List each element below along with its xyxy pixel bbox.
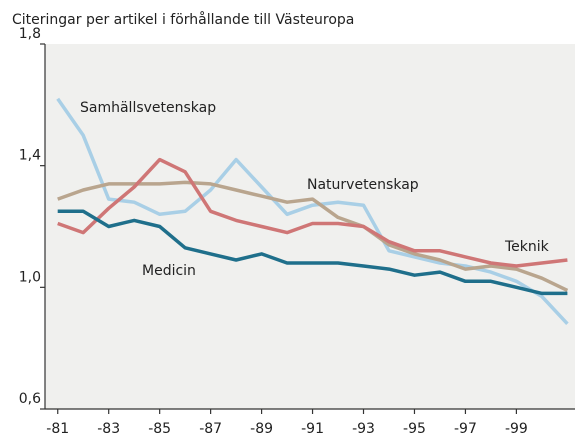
series-label: Medicin — [142, 263, 196, 279]
chart-title: Citeringar per artikel i förhållande til… — [12, 11, 354, 28]
x-tick-label: -91 — [301, 421, 324, 437]
y-tick-label: 0,6 — [19, 391, 41, 407]
x-tick-label: -93 — [352, 421, 375, 437]
series-line — [57, 157, 568, 268]
x-tick-label: -99 — [505, 421, 528, 437]
y-tick-label: 1,8 — [19, 26, 41, 42]
series-line — [57, 209, 568, 296]
series-label: Naturvetenskap — [307, 177, 419, 193]
x-tick-label: -95 — [403, 421, 426, 437]
series-line — [56, 97, 569, 325]
x-tick-label: -97 — [454, 421, 477, 437]
x-tick-label: -89 — [250, 421, 273, 437]
x-tick-label: -81 — [46, 421, 69, 437]
y-tick-label: 1,4 — [19, 148, 41, 164]
series-label: Samhällsvetenskap — [80, 100, 216, 116]
series-line — [57, 180, 569, 292]
x-tick-label: -87 — [199, 421, 222, 437]
plot-area — [45, 44, 575, 409]
x-tick-label: -83 — [97, 421, 120, 437]
x-tick-label: -85 — [148, 421, 171, 437]
series-label: Teknik — [504, 239, 550, 255]
y-tick-label: 1,0 — [19, 269, 41, 285]
